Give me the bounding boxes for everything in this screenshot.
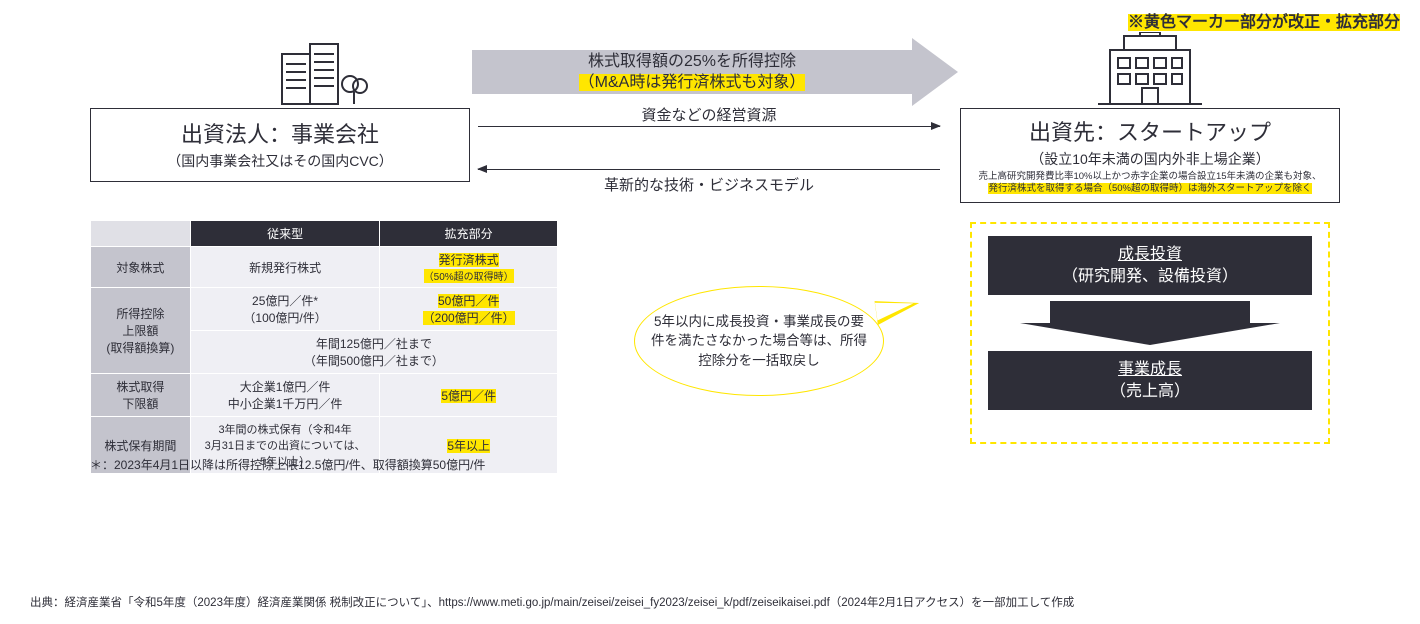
th-expanded: 拡充部分 [380, 221, 558, 247]
th-conventional: 従来型 [190, 221, 380, 247]
growth-box: 成長投資（研究開発、設備投資） 事業成長（売上高） [970, 222, 1330, 444]
office-icon [1090, 32, 1210, 106]
investor-box: 出資法人：事業会社 （国内事業会社又はその国内CVC） [90, 108, 470, 182]
cell-merged: 年間125億円／社まで （年間500億円／社まで） [190, 331, 557, 374]
investor-sub: （国内事業会社又はその国内CVC） [95, 151, 465, 171]
cell: 5億円／件 [380, 374, 558, 417]
startup-title: 出資先：スタートアップ [965, 115, 1335, 147]
growth-investment-box: 成長投資（研究開発、設備投資） [988, 236, 1312, 295]
startup-sub: （設立10年未満の国内外非上場企業） [965, 149, 1335, 169]
innovation-arrow [478, 169, 940, 170]
table-row: 対象株式 新規発行株式 発行済株式（50%超の取得時） [91, 247, 558, 288]
startup-box: 出資先：スタートアップ （設立10年未満の国内外非上場企業） 売上高研究開発費比… [960, 108, 1340, 203]
deduction-arrow: 株式取得額の25%を所得控除 （M&A時は発行済株式も対象） [472, 42, 972, 102]
clawback-bubble: 5年以内に成長投資・事業成長の要件を満たさなかった場合等は、所得控除分を一括取戻… [634, 286, 884, 396]
business-growth-box: 事業成長（売上高） [988, 351, 1312, 410]
th-blank [91, 221, 191, 247]
down-arrow-icon [988, 301, 1312, 345]
table-row: 所得控除 上限額 (取得額換算) 25億円／件*（100億円/件） 50億円／件… [91, 288, 558, 331]
table-row: 株式取得 下限額 大企業1億円／件 中小企業1千万円／件 5億円／件 [91, 374, 558, 417]
cell: 発行済株式（50%超の取得時） [380, 247, 558, 288]
cell: 50億円／件（200億円／件） [380, 288, 558, 331]
investor-title: 出資法人：事業会社 [95, 117, 465, 149]
source-citation: 出典：経済産業省「令和5年度（2023年度）経済産業関係 税制改正について」、h… [30, 594, 1074, 610]
resources-label: 資金などの経営資源 [478, 104, 940, 125]
row-head: 対象株式 [91, 247, 191, 288]
startup-note: 売上高研究開発費比率10%以上かつ赤字企業の場合設立15年未満の企業も対象、 発… [965, 171, 1335, 196]
row-head: 株式取得 下限額 [91, 374, 191, 417]
revision-note: ※黄色マーカー部分が改正・拡充部分 [1128, 8, 1400, 32]
resources-arrow [478, 126, 940, 127]
innovation-label: 革新的な技術・ビジネスモデル [478, 174, 940, 195]
table-footnote: ＊：2023年4月1日以降は所得控除上限12.5億円/件、取得額換算50億円/件 [90, 456, 485, 473]
comparison-table: 従来型 拡充部分 対象株式 新規発行株式 発行済株式（50%超の取得時） 所得控… [90, 220, 558, 474]
buildings-icon [280, 36, 376, 106]
cell: 25億円／件*（100億円/件） [190, 288, 380, 331]
cell: 大企業1億円／件 中小企業1千万円／件 [190, 374, 380, 417]
cell: 新規発行株式 [190, 247, 380, 288]
row-head: 所得控除 上限額 (取得額換算) [91, 288, 191, 374]
